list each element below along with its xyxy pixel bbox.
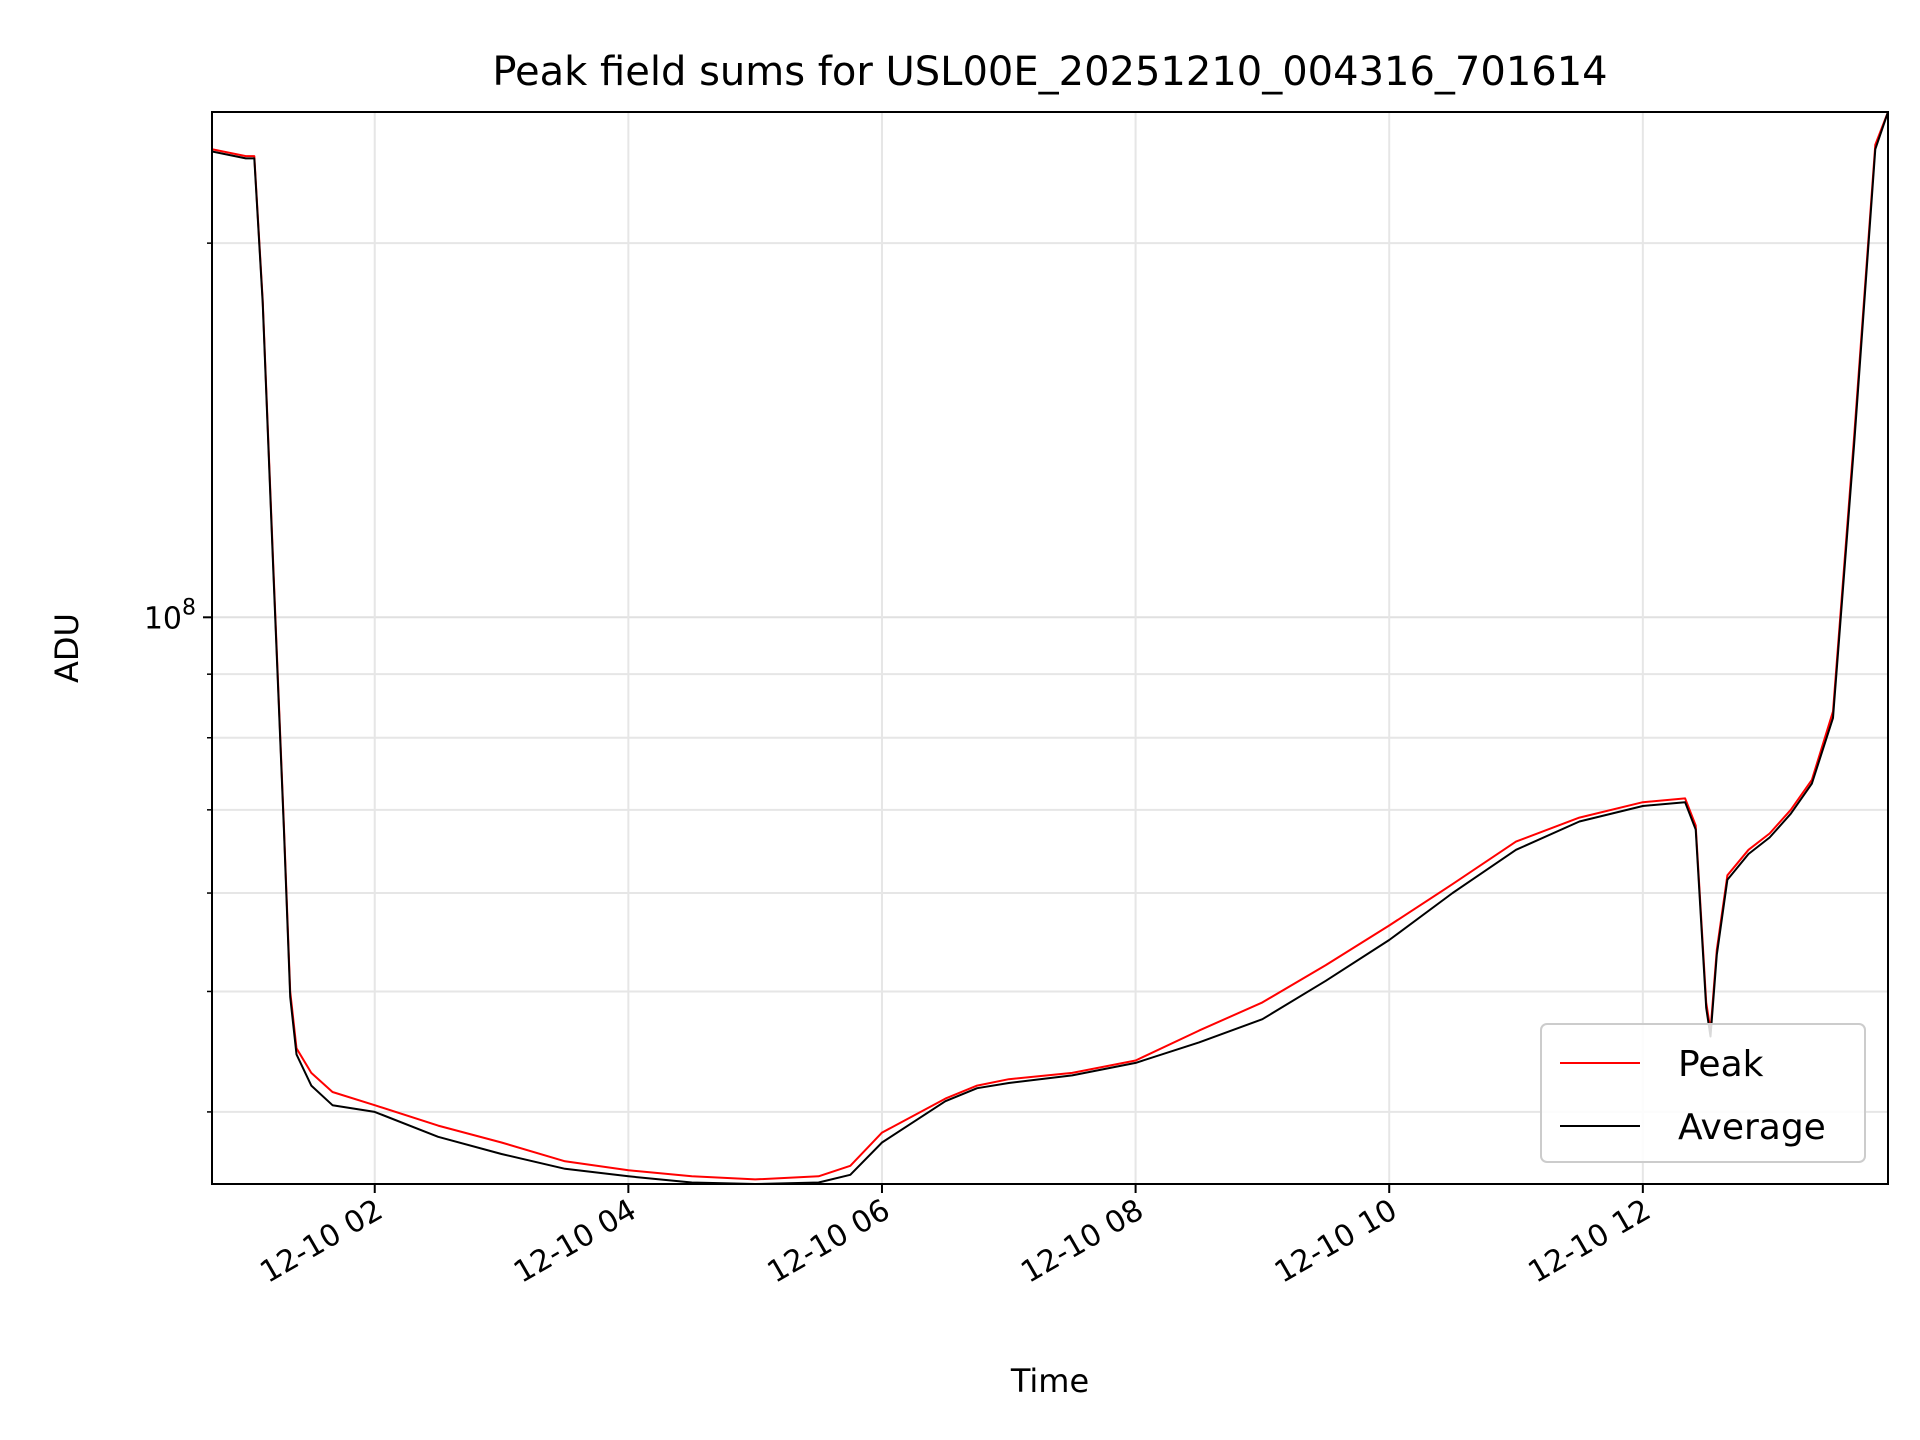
chart-title: Peak field sums for USL00E_20251210_0043… bbox=[492, 49, 1607, 95]
legend: Peak Average bbox=[1540, 1023, 1866, 1163]
plot-frame bbox=[211, 111, 1889, 1185]
x-axis-title: Time bbox=[1010, 1362, 1089, 1400]
y-axis: 108 bbox=[144, 242, 212, 1113]
grid bbox=[212, 112, 1888, 1184]
series-line-average bbox=[212, 112, 1888, 1184]
series-layer bbox=[212, 112, 1888, 1184]
y-tick-label: 108 bbox=[144, 595, 196, 636]
y-axis-title: ADU bbox=[48, 613, 86, 683]
series-line-peak bbox=[212, 112, 1888, 1181]
legend-box bbox=[1540, 1023, 1866, 1163]
legend-label-peak: Peak bbox=[1678, 1044, 1764, 1085]
legend-label-average: Average bbox=[1678, 1107, 1826, 1148]
